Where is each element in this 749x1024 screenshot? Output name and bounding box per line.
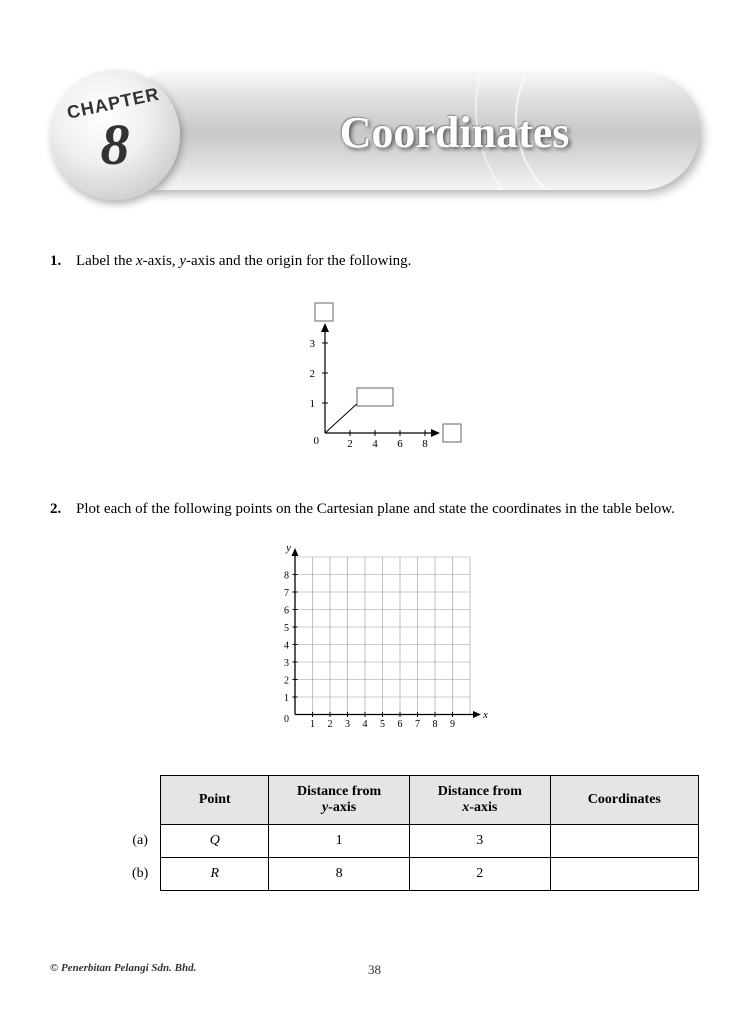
svg-text:9: 9: [450, 719, 455, 730]
question-text: Label the x-axis, y-axis and the origin …: [76, 250, 699, 273]
th-coords: Coordinates: [550, 776, 698, 825]
origin-label: 0: [313, 435, 319, 447]
copyright-text: © Penerbitan Pelangi Sdn. Bhd.: [50, 962, 196, 974]
page-footer: © Penerbitan Pelangi Sdn. Bhd. 38: [50, 962, 699, 974]
x-axis-blank[interactable]: [443, 424, 461, 442]
y-tick-1: 1: [309, 398, 315, 410]
svg-text:5: 5: [380, 719, 385, 730]
cell-dx: 3: [409, 825, 550, 858]
axes-diagram: 1 2 3 2 4 6 8 0: [275, 298, 475, 463]
svg-text:0: 0: [284, 714, 289, 725]
chapter-number: 8: [101, 122, 130, 168]
y-axis-label: y: [285, 545, 291, 554]
y-tick-3: 3: [309, 338, 315, 350]
svg-text:1: 1: [284, 693, 289, 704]
coordinates-table: Point Distance from y-axis Distance from…: [120, 775, 699, 891]
cell-dy: 8: [269, 858, 410, 891]
cell-dx: 2: [409, 858, 550, 891]
y-axis-blank[interactable]: [315, 303, 333, 321]
origin-blank[interactable]: [357, 388, 393, 406]
cell-coords-blank[interactable]: [550, 825, 698, 858]
question-2: 2. Plot each of the following points on …: [50, 498, 699, 521]
svg-text:2: 2: [327, 719, 332, 730]
svg-text:6: 6: [397, 719, 402, 730]
cell-point: Q: [161, 825, 269, 858]
x-tick-4: 4: [372, 438, 378, 450]
diagram-1: 1 2 3 2 4 6 8 0: [50, 298, 699, 468]
svg-text:3: 3: [284, 658, 289, 669]
svg-text:4: 4: [362, 719, 367, 730]
y-tick-2: 2: [309, 368, 315, 380]
th-point: Point: [161, 776, 269, 825]
svg-text:6: 6: [284, 606, 289, 617]
svg-text:3: 3: [345, 719, 350, 730]
question-number: 2.: [50, 498, 76, 521]
svg-text:7: 7: [415, 719, 420, 730]
cartesian-grid: y x 1 2 3 4 5 6 7 8 9 1 2 3 4 5 6 7 8: [260, 545, 490, 740]
table-row: (a) Q 1 3: [120, 825, 699, 858]
cell-point: R: [161, 858, 269, 891]
x-tick-8: 8: [422, 438, 428, 450]
question-text: Plot each of the following points on the…: [76, 498, 699, 521]
x-tick-2: 2: [347, 438, 353, 450]
svg-text:8: 8: [432, 719, 437, 730]
svg-text:2: 2: [284, 676, 289, 687]
cell-coords-blank[interactable]: [550, 858, 698, 891]
x-axis-label: x: [482, 709, 488, 721]
table-row: (b) R 8 2: [120, 858, 699, 891]
svg-text:7: 7: [284, 588, 289, 599]
svg-text:1: 1: [310, 719, 315, 730]
chapter-badge: CHAPTER 8: [50, 70, 180, 200]
svg-text:8: 8: [284, 571, 289, 582]
th-dist-y: Distance from y-axis: [269, 776, 410, 825]
diagram-2: y x 1 2 3 4 5 6 7 8 9 1 2 3 4 5 6 7 8: [50, 545, 699, 745]
x-tick-6: 6: [397, 438, 403, 450]
question-number: 1.: [50, 250, 76, 273]
cell-dy: 1: [269, 825, 410, 858]
svg-text:4: 4: [284, 641, 289, 652]
page-number: 38: [368, 962, 381, 978]
th-dist-x: Distance from x-axis: [409, 776, 550, 825]
title-bar: Coordinates: [150, 75, 699, 190]
svg-text:5: 5: [284, 623, 289, 634]
question-1: 1. Label the x-axis, y-axis and the orig…: [50, 250, 699, 273]
chapter-title: Coordinates: [280, 107, 570, 158]
chapter-header: CHAPTER 8 Coordinates: [50, 60, 699, 210]
